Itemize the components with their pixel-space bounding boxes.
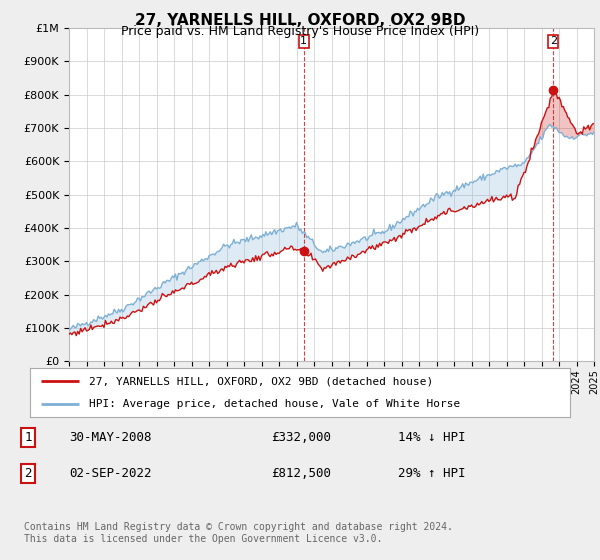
Text: 2: 2 — [25, 467, 32, 480]
Text: 2: 2 — [550, 36, 557, 46]
Text: 30-MAY-2008: 30-MAY-2008 — [70, 431, 152, 444]
Text: Price paid vs. HM Land Registry's House Price Index (HPI): Price paid vs. HM Land Registry's House … — [121, 25, 479, 38]
Text: 1: 1 — [25, 431, 32, 444]
Text: 1: 1 — [300, 36, 307, 46]
Text: £812,500: £812,500 — [271, 467, 331, 480]
Text: 29% ↑ HPI: 29% ↑ HPI — [398, 467, 466, 480]
Text: 27, YARNELLS HILL, OXFORD, OX2 9BD: 27, YARNELLS HILL, OXFORD, OX2 9BD — [135, 13, 465, 28]
Text: HPI: Average price, detached house, Vale of White Horse: HPI: Average price, detached house, Vale… — [89, 399, 461, 409]
Text: Contains HM Land Registry data © Crown copyright and database right 2024.
This d: Contains HM Land Registry data © Crown c… — [24, 522, 453, 544]
Text: £332,000: £332,000 — [271, 431, 331, 444]
Text: 27, YARNELLS HILL, OXFORD, OX2 9BD (detached house): 27, YARNELLS HILL, OXFORD, OX2 9BD (deta… — [89, 376, 434, 386]
Text: 02-SEP-2022: 02-SEP-2022 — [70, 467, 152, 480]
Text: 14% ↓ HPI: 14% ↓ HPI — [398, 431, 466, 444]
